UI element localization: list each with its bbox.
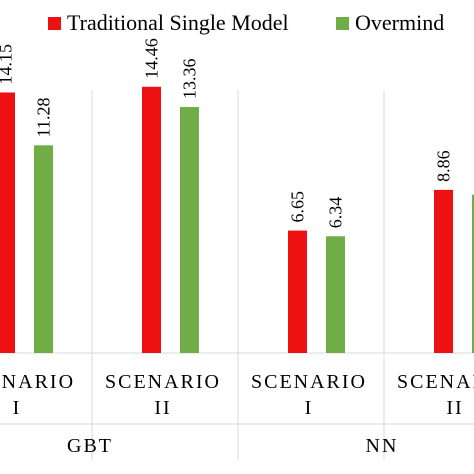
category-sublabel-1: II bbox=[154, 397, 171, 419]
legend-label-traditional: Traditional Single Model bbox=[67, 10, 289, 35]
bar-overmind-3 bbox=[472, 194, 474, 353]
legend: Traditional Single Model Overmind bbox=[0, 10, 474, 40]
legend-swatch-overmind bbox=[336, 16, 349, 30]
category-sublabel-2: I bbox=[305, 397, 314, 419]
group-label-gbt: GBT bbox=[67, 435, 113, 457]
bar-traditional-0 bbox=[0, 92, 15, 354]
legend-label-overmind: Overmind bbox=[355, 10, 445, 35]
category-sublabel-3: II bbox=[446, 397, 463, 419]
bar-overmind-2 bbox=[326, 236, 345, 353]
data-label-traditional-2: 6.65 bbox=[288, 191, 308, 223]
data-label-overmind-3: 8.60 bbox=[472, 155, 474, 187]
data-label-overmind-1: 13.36 bbox=[180, 59, 200, 100]
group-label-nn: NN bbox=[366, 435, 399, 457]
legend-swatch-traditional bbox=[48, 16, 61, 30]
category-label-2: SCENARIO bbox=[251, 371, 367, 393]
data-label-traditional-0: 14.15 bbox=[0, 44, 16, 85]
data-label-traditional-1: 14.46 bbox=[142, 38, 162, 79]
bar-traditional-2 bbox=[288, 230, 307, 353]
data-label-traditional-3: 8.86 bbox=[434, 150, 454, 182]
bar-overmind-0 bbox=[34, 145, 53, 353]
legend-item-overmind: Overmind bbox=[336, 10, 444, 36]
category-sublabel-0: I bbox=[13, 397, 22, 419]
category-label-0: SCENARIO bbox=[0, 371, 75, 393]
category-label-1: SCENARIO bbox=[105, 371, 221, 393]
category-label-3: SCENARIO bbox=[397, 371, 474, 393]
bar-overmind-1 bbox=[180, 107, 199, 353]
legend-item-traditional: Traditional Single Model bbox=[48, 10, 289, 36]
data-label-overmind-2: 6.34 bbox=[326, 197, 346, 229]
data-label-overmind-0: 11.28 bbox=[34, 97, 54, 137]
bar-traditional-3 bbox=[434, 189, 453, 353]
bar-traditional-1 bbox=[142, 86, 161, 354]
